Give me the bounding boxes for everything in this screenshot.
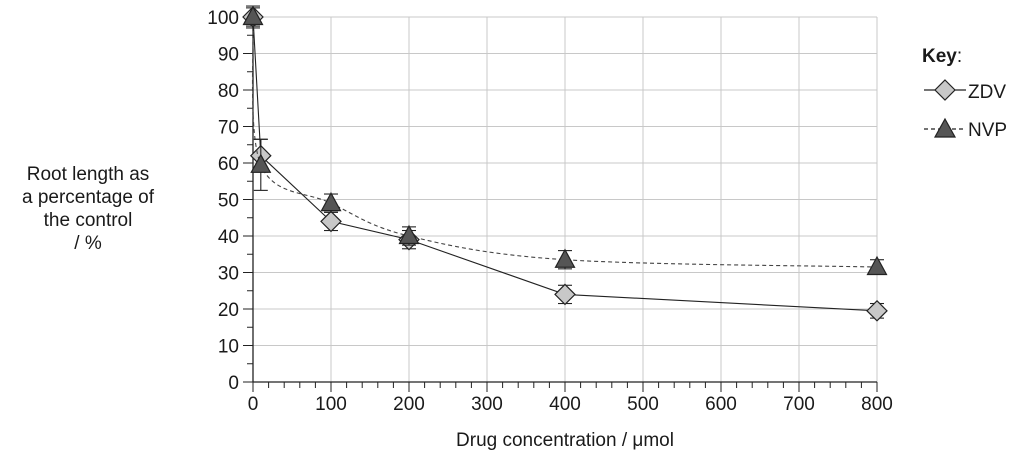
line-chart: 0 100 200 300 400 500 600 700 800 0 10 20 30 40 50 60 7… <box>207 5 893 451</box>
series-nvp <box>242 5 888 276</box>
y-tick-label: 30 <box>218 264 239 285</box>
y-tick-label: 10 <box>218 337 239 358</box>
y-tick-label: 0 <box>228 373 239 394</box>
legend-title: Key: <box>922 46 963 67</box>
x-axis-label: Drug concentration / μmol <box>456 430 674 451</box>
legend-diamond-icon <box>924 79 966 101</box>
data-point-zdv <box>866 299 888 322</box>
data-point-nvp <box>398 224 420 245</box>
x-tick-label: 700 <box>783 394 815 415</box>
x-tick-label: 0 <box>248 394 259 415</box>
data-point-nvp <box>242 5 264 26</box>
legend-triangle-icon <box>924 117 966 138</box>
legend: Key: ZDV NVP <box>922 46 1029 154</box>
x-tick-labels: 0 100 200 300 400 500 600 700 800 <box>248 394 893 415</box>
data-point-nvp <box>320 191 342 212</box>
legend-item-zdv: ZDV <box>922 78 1029 116</box>
y-tick-label: 20 <box>218 300 239 321</box>
grid <box>253 16 878 382</box>
y-tick-label: 80 <box>218 81 239 102</box>
x-tick-label: 600 <box>705 394 737 415</box>
data-point-nvp <box>250 153 272 173</box>
series-line-nvp <box>251 16 878 268</box>
series-layer <box>242 5 888 322</box>
y-tick-label: 60 <box>218 154 239 175</box>
x-tick-label: 300 <box>471 394 503 415</box>
y-tick-labels: 0 10 20 30 40 50 60 70 80 90 100 <box>207 8 239 394</box>
data-point-nvp <box>554 248 576 268</box>
legend-item-nvp: NVP <box>922 116 1029 154</box>
y-tick-label: 40 <box>218 227 239 248</box>
x-tick-label: 100 <box>315 394 347 415</box>
x-tick-label: 200 <box>393 394 425 415</box>
legend-label-nvp: NVP <box>968 120 1008 141</box>
x-tick-label: 400 <box>549 394 581 415</box>
x-tick-label: 800 <box>861 394 893 415</box>
y-tick-label: 90 <box>218 45 239 66</box>
series-line-zdv <box>252 16 878 312</box>
y-axis-label: Root length as a percentage of the contr… <box>21 164 155 254</box>
legend-label-zdv: ZDV <box>968 82 1006 103</box>
data-point-zdv <box>320 210 342 233</box>
y-tick-label: 100 <box>207 8 239 29</box>
y-tick-label: 70 <box>218 118 239 139</box>
data-point-zdv <box>554 283 576 306</box>
y-tick-label: 50 <box>218 191 239 212</box>
axes <box>243 16 878 392</box>
x-tick-label: 500 <box>627 394 659 415</box>
data-point-nvp <box>866 255 888 276</box>
